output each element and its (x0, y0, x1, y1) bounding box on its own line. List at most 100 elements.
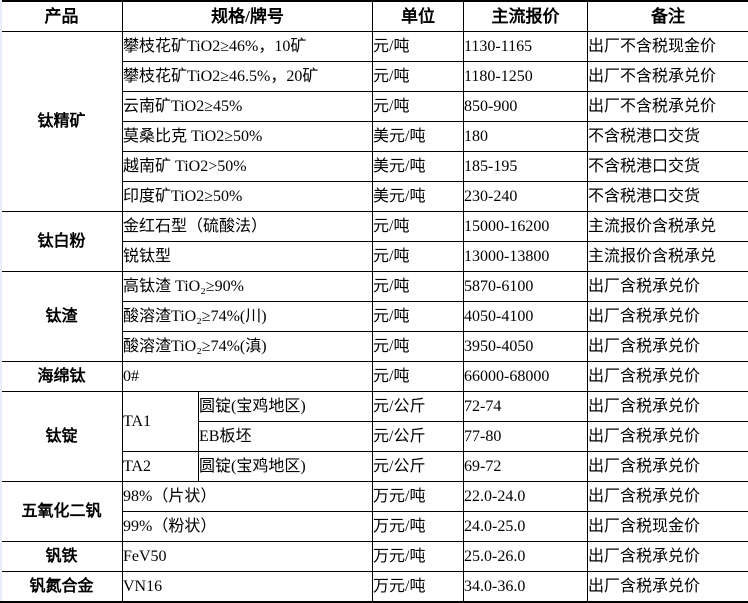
price-cell: 34.0-36.0 (464, 572, 588, 603)
note-cell: 出厂含税承兑价 (588, 452, 748, 482)
spec-cell: 金红石型（硫酸法） (123, 212, 373, 242)
note-cell: 出厂含税承兑价 (588, 542, 748, 572)
page-left-edge (0, 0, 2, 601)
note-cell: 不含税港口交货 (588, 182, 748, 212)
header-product: 产品 (1, 1, 123, 32)
note-cell: 不含税港口交货 (588, 122, 748, 152)
spec-cell: 莫桑比克 TiO2≥50% (123, 122, 373, 152)
note-cell: 出厂含税承兑价 (588, 332, 748, 362)
note-cell: 出厂含税承兑价 (588, 392, 748, 422)
spec-cell: 0# (123, 362, 373, 392)
spec-cell: 攀枝花矿TiO2≥46.5%，20矿 (123, 62, 373, 92)
table-header-row: 产品 规格/牌号 单位 主流报价 备注 (1, 1, 748, 32)
product-cell: 钛锭 (1, 392, 123, 482)
price-cell: 5870-6100 (464, 272, 588, 302)
price-cell: 69-72 (464, 452, 588, 482)
note-cell: 出厂含税承兑价 (588, 482, 748, 512)
price-cell: 4050-4100 (464, 302, 588, 332)
unit-cell: 美元/吨 (373, 152, 464, 182)
price-cell: 24.0-25.0 (464, 512, 588, 542)
header-unit: 单位 (373, 1, 464, 32)
price-cell: 1180-1250 (464, 62, 588, 92)
price-cell: 66000-68000 (464, 362, 588, 392)
price-cell: 230-240 (464, 182, 588, 212)
unit-cell: 元/吨 (373, 212, 464, 242)
table-row: 五氧化二钒 98%（片状） 万元/吨 22.0-24.0 出厂含税承兑价 (1, 482, 748, 512)
note-cell: 出厂不含税承兑价 (588, 62, 748, 92)
unit-cell: 元/吨 (373, 32, 464, 62)
unit-cell: 万元/吨 (373, 572, 464, 603)
table-row: 海绵钛 0# 元/吨 66000-68000 出厂含税承兑价 (1, 362, 748, 392)
spec-cell: VN16 (123, 572, 373, 603)
note-cell: 出厂不含税承兑价 (588, 92, 748, 122)
product-cell: 海绵钛 (1, 362, 123, 392)
grade-cell: TA1 (123, 392, 199, 452)
unit-cell: 元/吨 (373, 62, 464, 92)
grade-cell: TA2 (123, 452, 199, 482)
table-row: 钛白粉 金红石型（硫酸法） 元/吨 15000-16200 主流报价含税承兑 (1, 212, 748, 242)
spec-cell: 攀枝花矿TiO2≥46%，10矿 (123, 32, 373, 62)
note-cell: 主流报价含税承兑 (588, 242, 748, 272)
price-cell: 1130-1165 (464, 32, 588, 62)
price-cell: 25.0-26.0 (464, 542, 588, 572)
unit-cell: 元/吨 (373, 332, 464, 362)
unit-cell: 元/吨 (373, 302, 464, 332)
spec-cell: EB板坯 (199, 422, 373, 452)
table-row: 钛渣 高钛渣 TiO₂≥90% 元/吨 5870-6100 出厂含税承兑价 (1, 272, 748, 302)
note-cell: 出厂含税承兑价 (588, 272, 748, 302)
note-cell: 出厂含税承兑价 (588, 362, 748, 392)
spec-cell: 高钛渣 TiO₂≥90% (123, 272, 373, 302)
spec-cell: 圆锭(宝鸡地区) (199, 452, 373, 482)
product-cell: 五氧化二钒 (1, 482, 123, 542)
table-row: 钛精矿 攀枝花矿TiO2≥46%，10矿 元/吨 1130-1165 出厂不含税… (1, 32, 748, 62)
note-cell: 出厂含税承兑价 (588, 422, 748, 452)
spec-cell: 酸溶渣TiO₂≥74%(滇) (123, 332, 373, 362)
note-cell: 出厂含税承兑价 (588, 302, 748, 332)
product-cell: 钛精矿 (1, 32, 123, 212)
note-cell: 不含税港口交货 (588, 152, 748, 182)
table-row: 钛锭 TA1 圆锭(宝鸡地区) 元/公斤 72-74 出厂含税承兑价 (1, 392, 748, 422)
product-cell: 钛渣 (1, 272, 123, 362)
spec-cell: 酸溶渣TiO₂≥74%(川) (123, 302, 373, 332)
unit-cell: 美元/吨 (373, 182, 464, 212)
note-cell: 出厂含税现金价 (588, 512, 748, 542)
product-cell: 钒氮合金 (1, 572, 123, 603)
spec-cell: 印度矿TiO2≥50% (123, 182, 373, 212)
unit-cell: 元/吨 (373, 92, 464, 122)
unit-cell: 万元/吨 (373, 482, 464, 512)
spec-cell: 云南矿TiO2≥45% (123, 92, 373, 122)
unit-cell: 元/公斤 (373, 452, 464, 482)
table-row: 钒铁 FeV50 万元/吨 25.0-26.0 出厂含税承兑价 (1, 542, 748, 572)
product-cell: 钒铁 (1, 542, 123, 572)
unit-cell: 元/公斤 (373, 392, 464, 422)
price-cell: 185-195 (464, 152, 588, 182)
unit-cell: 元/吨 (373, 272, 464, 302)
spec-cell: FeV50 (123, 542, 373, 572)
unit-cell: 美元/吨 (373, 122, 464, 152)
spec-cell: 圆锭(宝鸡地区) (199, 392, 373, 422)
price-cell: 72-74 (464, 392, 588, 422)
header-price: 主流报价 (464, 1, 588, 32)
note-cell: 出厂含税承兑价 (588, 572, 748, 603)
price-cell: 180 (464, 122, 588, 152)
unit-cell: 万元/吨 (373, 512, 464, 542)
spec-cell: 98%（片状） (123, 482, 373, 512)
unit-cell: 元/吨 (373, 242, 464, 272)
price-cell: 22.0-24.0 (464, 482, 588, 512)
table-row: 钒氮合金 VN16 万元/吨 34.0-36.0 出厂含税承兑价 (1, 572, 748, 603)
product-cell: 钛白粉 (1, 212, 123, 272)
spec-cell: 越南矿 TiO2>50% (123, 152, 373, 182)
price-cell: 77-80 (464, 422, 588, 452)
price-cell: 15000-16200 (464, 212, 588, 242)
spec-cell: 锐钛型 (123, 242, 373, 272)
unit-cell: 元/公斤 (373, 422, 464, 452)
unit-cell: 万元/吨 (373, 542, 464, 572)
price-cell: 13000-13800 (464, 242, 588, 272)
unit-cell: 元/吨 (373, 362, 464, 392)
header-spec: 规格/牌号 (123, 1, 373, 32)
note-cell: 出厂不含税现金价 (588, 32, 748, 62)
note-cell: 主流报价含税承兑 (588, 212, 748, 242)
header-note: 备注 (588, 1, 748, 32)
price-cell: 3950-4050 (464, 332, 588, 362)
